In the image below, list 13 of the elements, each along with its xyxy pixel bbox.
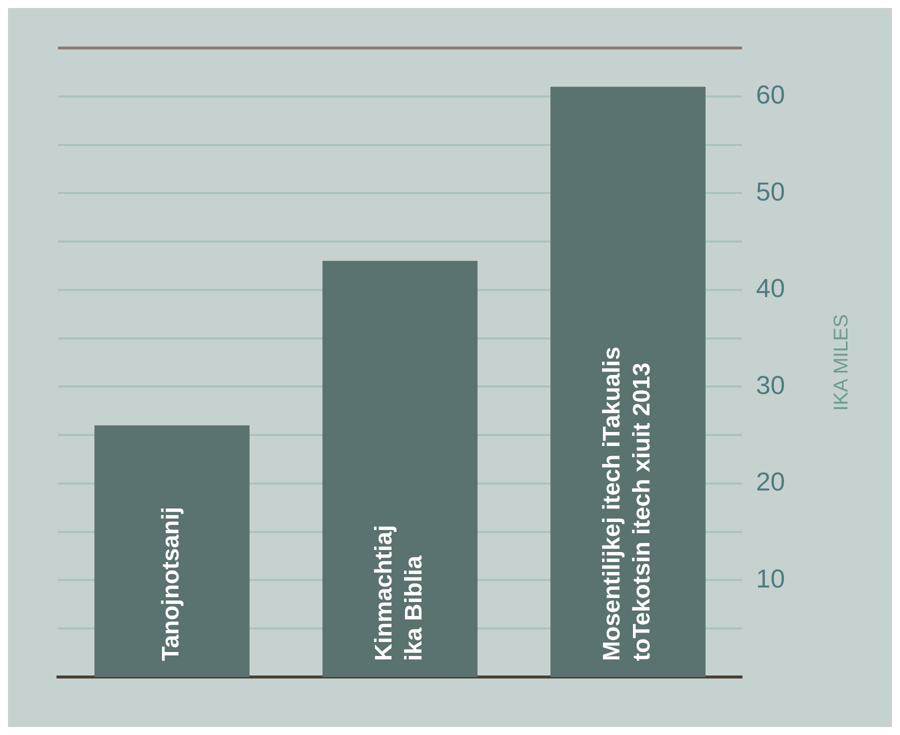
bar bbox=[94, 425, 250, 677]
bar bbox=[322, 260, 478, 677]
y-tick-label: 40 bbox=[756, 273, 785, 304]
y-tick-label: 60 bbox=[756, 80, 785, 110]
bar bbox=[550, 86, 706, 677]
y-tick-label: 30 bbox=[756, 370, 785, 400]
x-tick-label: Mosentilijkej itech iTakualis toTekotsin itech xiuit 2013 bbox=[598, 346, 656, 661]
x-tick-label: Kinmachtiaj ika Biblia bbox=[370, 524, 428, 661]
y-tick-label: 50 bbox=[756, 176, 785, 206]
y-tick-label: 10 bbox=[756, 563, 785, 594]
x-tick-label: Tanojnotsanij bbox=[158, 506, 185, 661]
y-tick-label: 20 bbox=[756, 466, 785, 497]
y-axis-title: IKA MILES bbox=[830, 314, 853, 411]
